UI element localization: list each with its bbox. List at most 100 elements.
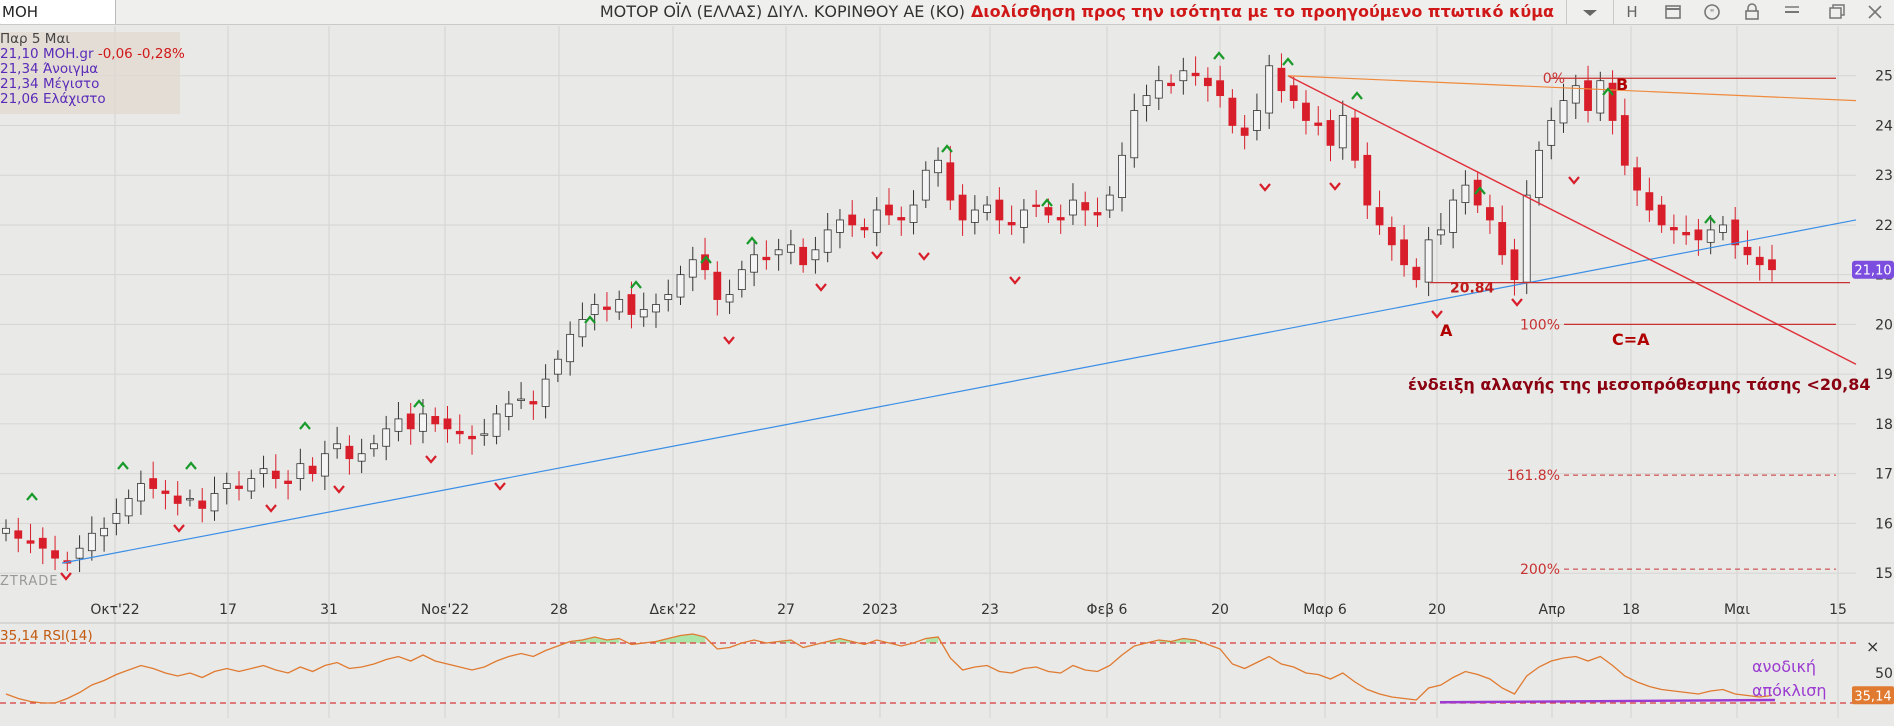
candle-body xyxy=(137,483,145,502)
candle-body xyxy=(1253,110,1261,131)
fractal-up-marker xyxy=(1351,91,1363,100)
candle-body xyxy=(1620,115,1629,166)
fractal-up-marker xyxy=(700,255,712,264)
candle-body xyxy=(1056,217,1065,221)
candle-body xyxy=(247,478,256,492)
candle-body xyxy=(1559,100,1568,124)
window-icon[interactable] xyxy=(1658,0,1688,24)
info-low: 21,06 Ελάχιστο xyxy=(0,91,106,107)
candle-body xyxy=(1007,222,1016,226)
candle-body xyxy=(333,443,342,450)
candle-body xyxy=(149,478,158,489)
rsi-y-tick-label: 50 xyxy=(1875,666,1893,682)
fractal-down-marker xyxy=(425,455,437,464)
candle-body xyxy=(676,274,685,298)
rsi-close-icon[interactable]: × xyxy=(1866,637,1880,656)
info-last: 21,10 MOH.gr xyxy=(0,46,94,62)
candle-body xyxy=(578,319,587,338)
candle-body xyxy=(1351,117,1359,161)
restore-icon[interactable] xyxy=(1822,0,1852,24)
trend-note: ένδειξη αλλαγής της μεσοπρόθεσμης τάσης … xyxy=(1408,375,1871,394)
x-tick-label: 17 xyxy=(219,602,237,618)
candle-body xyxy=(87,532,96,552)
fractal-up-marker xyxy=(1282,57,1294,66)
candle-body xyxy=(1449,199,1458,233)
symbol-tab[interactable]: MOH xyxy=(0,0,116,24)
x-tick-label: Απρ xyxy=(1539,602,1566,618)
candle-body xyxy=(1535,149,1543,198)
svg-text:": " xyxy=(1710,8,1715,19)
fractal-up-marker xyxy=(630,280,642,289)
candle-body xyxy=(1412,266,1421,281)
fractal-down-marker xyxy=(1009,276,1021,285)
quote-icon[interactable]: " xyxy=(1697,0,1727,24)
x-tick-label: 18 xyxy=(1622,602,1640,618)
candle-body xyxy=(1387,227,1396,246)
brand-watermark: ZTRADE xyxy=(0,574,59,589)
menu-icon[interactable] xyxy=(1777,0,1807,24)
fractal-up-marker xyxy=(26,492,38,501)
candle-body xyxy=(786,244,795,253)
rsi-value-badge xyxy=(1852,686,1894,705)
x-tick-label: 20 xyxy=(1428,602,1446,618)
close-icon[interactable] xyxy=(1860,0,1890,24)
candle-body xyxy=(909,204,918,223)
title-dropdown-button[interactable] xyxy=(1566,0,1614,24)
x-tick-label: Φεβ 6 xyxy=(1087,602,1128,618)
candle-body xyxy=(161,490,170,494)
last-price-badge-text: 21,10 xyxy=(1854,264,1891,279)
candle-body xyxy=(885,204,893,216)
candle-body xyxy=(774,249,783,256)
fractal-down-marker xyxy=(333,485,345,494)
candle-body xyxy=(394,418,403,432)
candle-body xyxy=(897,217,906,221)
candle-body xyxy=(75,547,84,559)
candle-body xyxy=(1731,219,1740,246)
candle-body xyxy=(480,433,489,436)
candle-body xyxy=(1743,246,1752,256)
candle-body xyxy=(713,271,722,300)
candle-body xyxy=(51,550,59,559)
candle-body xyxy=(112,512,121,524)
fractal-down-marker xyxy=(60,572,72,581)
fractal-up-marker xyxy=(584,315,596,324)
candle-body xyxy=(553,358,562,375)
candle-body xyxy=(946,162,955,201)
fractal-down-marker xyxy=(1431,310,1443,319)
fib-level-label: 100% xyxy=(1520,317,1560,333)
lock-icon[interactable] xyxy=(1737,0,1767,24)
candle-body xyxy=(284,480,292,484)
candle-body xyxy=(1314,122,1323,126)
candle-body xyxy=(443,418,452,430)
candle-body xyxy=(1486,207,1494,221)
x-tick-label: 15 xyxy=(1829,602,1847,618)
candle-body xyxy=(1657,204,1666,226)
point-A-label: A xyxy=(1440,321,1453,340)
chart-title: ΜΟΤΟΡ ΟΪΛ (ΕΛΛΑΣ) ΔΙΥΛ. ΚΟΡΙΝΘΟΥ ΑΕ (ΚΟ)… xyxy=(600,0,1554,24)
candle-body xyxy=(1154,80,1163,99)
x-tick-label: 27 xyxy=(777,602,795,618)
candle-body xyxy=(934,159,942,174)
rsi-line xyxy=(5,633,1773,704)
toolbar-h-button[interactable]: H xyxy=(1626,3,1638,21)
candle-body xyxy=(370,443,378,450)
y-tick-label: 22 xyxy=(1875,218,1893,234)
candle-body xyxy=(921,169,930,201)
candle-body xyxy=(750,254,758,273)
x-tick-label: 28 xyxy=(550,602,568,618)
candle-body xyxy=(124,498,133,517)
candle-body xyxy=(811,249,820,261)
candle-body xyxy=(406,413,415,430)
candle-body xyxy=(1265,65,1274,114)
fractal-down-marker xyxy=(1259,183,1271,192)
y-tick-label: 19 xyxy=(1875,367,1893,383)
point-B-label: B xyxy=(1616,75,1628,94)
fractal-down-marker xyxy=(173,524,185,533)
rsi-overbought-fill xyxy=(827,638,853,643)
company-name: ΜΟΤΟΡ ΟΪΛ (ΕΛΛΑΣ) ΔΙΥΛ. ΚΟΡΙΝΘΟΥ ΑΕ (ΚΟ) xyxy=(599,2,966,21)
candle-body xyxy=(2,527,10,534)
candle-body xyxy=(357,453,366,462)
rsi-overbought-fill xyxy=(655,634,706,643)
candle-body xyxy=(222,483,231,489)
